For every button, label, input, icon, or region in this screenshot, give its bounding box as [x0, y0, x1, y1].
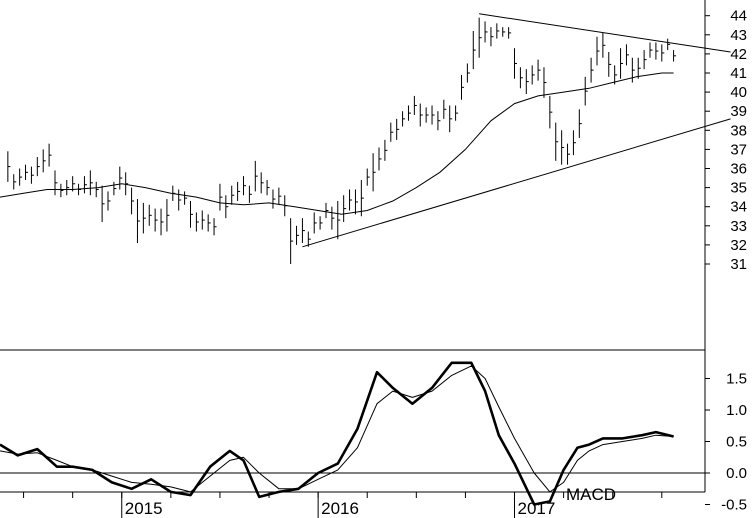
price-tick-label: 33	[730, 218, 747, 235]
price-tick-label: 32	[730, 237, 747, 254]
support-trendline	[302, 118, 731, 248]
price-tick-label: 35	[730, 180, 747, 197]
year-tick-label: 2017	[518, 499, 556, 518]
price-panel	[0, 0, 731, 492]
price-tick-label: 34	[730, 199, 747, 216]
indicator-panel	[0, 361, 705, 506]
price-tick-label: 37	[730, 141, 747, 158]
price-tick-label: 44	[730, 8, 747, 25]
macd-tick-label: 0.5	[726, 434, 747, 451]
price-tick-label: 43	[730, 27, 747, 44]
moving-average-line	[0, 72, 674, 215]
macd-tick-label: 1.0	[726, 402, 747, 419]
macd-tick-label: -0.5	[721, 497, 747, 514]
resistance-trendline	[479, 13, 731, 53]
price-axis: 31 32 33 34 35 36 37 38 39 40 41 42 43 44	[705, 8, 747, 273]
indicator-axis: 1.5 1.0 0.5 0.0 -0.5	[705, 371, 747, 514]
price-tick-label: 40	[730, 84, 747, 101]
price-tick-label: 42	[730, 46, 747, 63]
price-tick-label: 39	[730, 103, 747, 120]
macd-label: MACD	[566, 485, 616, 504]
year-tick-label: 2016	[321, 499, 359, 518]
year-tick-label: 2015	[125, 499, 163, 518]
signal-line	[0, 365, 674, 493]
price-tick-label: 41	[730, 65, 747, 82]
macd-tick-label: 1.5	[726, 371, 747, 388]
price-tick-label: 36	[730, 161, 747, 178]
macd-line	[0, 361, 674, 506]
time-axis: 2015 2016 2017	[0, 491, 705, 518]
macd-tick-label: 0.0	[726, 465, 747, 482]
price-tick-label: 31	[730, 256, 747, 273]
price-tick-label: 38	[730, 122, 747, 139]
